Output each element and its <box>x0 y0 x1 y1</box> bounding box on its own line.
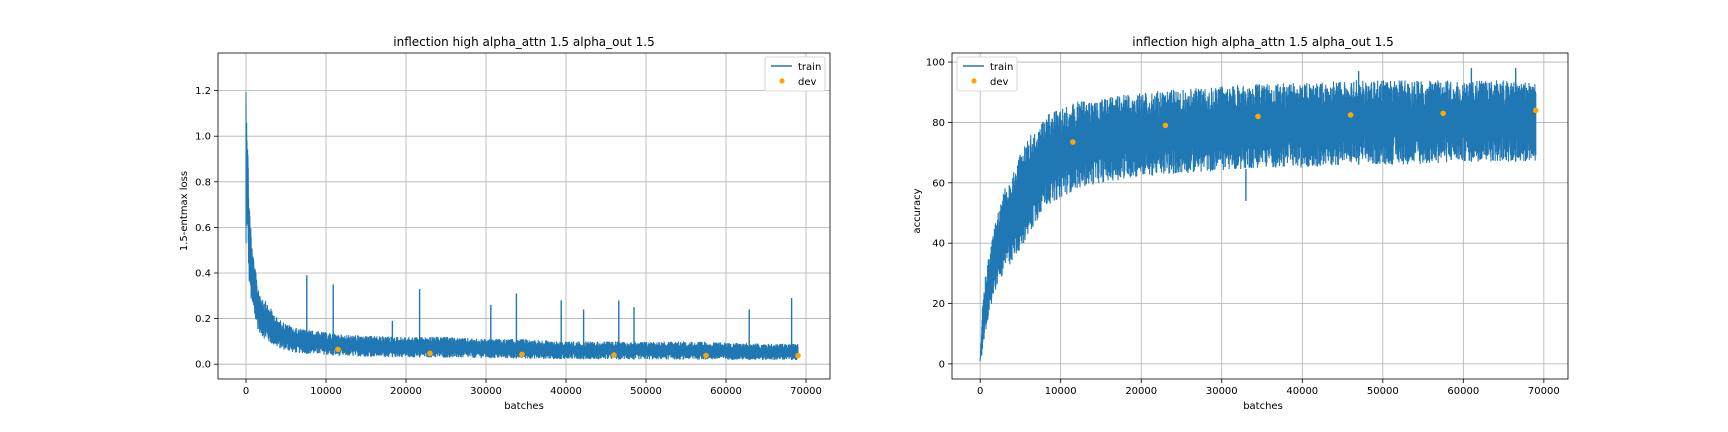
y-tick-label: 20 <box>932 299 945 310</box>
y-tick-label: 60 <box>932 178 945 189</box>
x-tick-label: 40000 <box>1286 386 1318 397</box>
legend-train-label: train <box>798 62 821 73</box>
x-tick-label: 40000 <box>550 386 582 397</box>
y-tick-label: 0 <box>939 359 945 370</box>
dev-point <box>795 352 801 359</box>
legend-dev-swatch <box>779 78 785 84</box>
x-tick-label: 50000 <box>630 386 662 397</box>
loss-chart-series <box>245 92 801 361</box>
legend-train-label: train <box>990 62 1013 73</box>
accuracy-chart-ticks: 0 10000 20000 30000 40000 50000 60000 70000 0 20 4… <box>926 58 1560 397</box>
loss-chart-grid <box>218 53 830 379</box>
dev-point <box>1440 110 1446 117</box>
x-tick-label: 30000 <box>1206 386 1238 397</box>
y-tick-label: 0.8 <box>195 177 211 188</box>
accuracy-chart-series <box>979 68 1539 362</box>
x-tick-label: 20000 <box>390 386 422 397</box>
x-tick-label: 60000 <box>710 386 742 397</box>
loss-chart-ticks: 0 10000 20000 30000 40000 50000 60000 70000 0.0 0… <box>195 86 822 397</box>
dev-point <box>1347 112 1354 118</box>
x-tick-label: 10000 <box>1045 386 1077 397</box>
accuracy-chart-legend: train dev <box>956 56 1018 92</box>
y-tick-label: 1.2 <box>195 86 211 97</box>
x-tick-label: 0 <box>243 386 249 397</box>
y-tick-label: 100 <box>926 58 945 69</box>
y-tick-label: 0.4 <box>195 268 211 279</box>
loss-chart: inflection high alpha_attn 1.5 alpha_out… <box>179 35 831 412</box>
legend-dev-label: dev <box>798 77 817 88</box>
legend-dev-label: dev <box>990 77 1009 88</box>
x-tick-label: 10000 <box>310 386 342 397</box>
accuracy-chart-frame <box>951 52 1569 380</box>
dev-point <box>1532 107 1539 114</box>
dev-point <box>1069 139 1076 145</box>
x-tick-label: 20000 <box>1125 386 1157 397</box>
x-tick-label: 50000 <box>1367 386 1399 397</box>
loss-chart-ylabel: 1.5-entmax loss <box>179 171 190 251</box>
x-tick-label: 70000 <box>790 386 822 397</box>
dev-point <box>1255 113 1261 120</box>
train-series-line <box>245 92 799 361</box>
x-tick-label: 60000 <box>1447 386 1479 397</box>
loss-chart-frame <box>217 52 831 380</box>
dev-point <box>335 346 341 353</box>
accuracy-chart-title: inflection high alpha_attn 1.5 alpha_out… <box>1132 35 1393 49</box>
x-tick-label: 70000 <box>1528 386 1560 397</box>
y-tick-label: 0.0 <box>195 360 211 371</box>
dev-point <box>519 351 525 358</box>
train-series-line <box>979 80 1537 362</box>
y-tick-label: 0.6 <box>195 223 211 234</box>
dev-point <box>611 352 617 358</box>
accuracy-chart-ylabel: accuracy <box>912 188 923 233</box>
loss-chart-xlabel: batches <box>504 401 544 412</box>
dev-point <box>703 352 709 359</box>
y-tick-label: 40 <box>932 239 945 250</box>
y-tick-label: 80 <box>932 118 945 129</box>
dev-point <box>427 350 433 357</box>
legend-dev-swatch <box>971 78 977 84</box>
y-tick-label: 1.0 <box>195 132 211 143</box>
x-tick-label: 30000 <box>470 386 502 397</box>
loss-chart-title: inflection high alpha_attn 1.5 alpha_out… <box>393 35 654 49</box>
y-tick-label: 0.2 <box>195 314 211 325</box>
dev-point <box>1162 122 1169 129</box>
loss-chart-legend: train dev <box>764 56 826 92</box>
accuracy-chart-xlabel: batches <box>1243 401 1283 412</box>
accuracy-chart: inflection high alpha_attn 1.5 alpha_out… <box>912 35 1569 412</box>
x-tick-label: 0 <box>977 386 983 397</box>
